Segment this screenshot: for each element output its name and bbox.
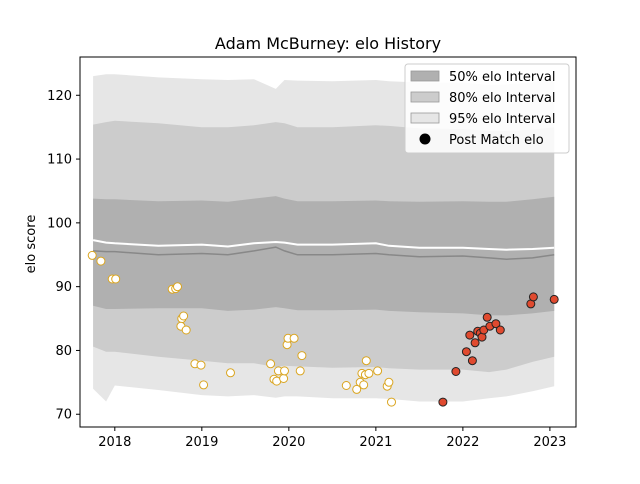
past-match-point [96,256,106,266]
past-match-point [361,356,371,366]
past-match-point [341,381,351,390]
past-match-point [359,380,369,390]
legend-label: 80% elo Interval [449,91,556,106]
legend-marker [419,133,431,145]
plot-area [87,74,559,407]
past-match-point [279,374,289,383]
recent-match-point [470,338,480,348]
legend-label: 95% elo Interval [449,112,556,127]
y-tick-label: 80 [55,344,72,359]
past-match-point [364,368,374,378]
x-tick-label: 2021 [359,435,392,450]
past-match-point [295,366,305,376]
recent-match-point [461,347,471,357]
legend-label: 50% elo Interval [449,70,556,85]
band-50-interval [93,196,555,316]
past-match-point [226,368,235,378]
past-match-point [181,325,191,335]
legend: 50% elo Interval 80% elo Interval 95% elo … [404,63,570,154]
y-tick-label: 90 [55,280,72,295]
recent-match-point [467,356,477,366]
recent-match-point [495,325,505,335]
past-match-point [387,397,396,407]
y-tick-label: 100 [47,216,72,231]
recent-match-point [528,292,538,302]
past-match-point [384,377,394,387]
past-match-point [179,311,189,321]
y-axis-label: elo score [24,215,39,274]
legend-box [404,63,570,154]
past-match-point [289,333,299,343]
upper-elo-line [92,239,555,251]
past-match-point [280,366,289,376]
axes: 2018 2019 2020 2021 2022 2023 70 80 90 100 110 120 [47,56,577,450]
y-tick-label: 120 [47,89,72,104]
legend-swatch [410,70,440,82]
past-match-point [297,351,307,361]
y-tick-label: 70 [55,408,72,423]
legend-label: Post Match elo [449,133,544,148]
x-tick-label: 2019 [185,435,218,450]
past-match-point [173,282,182,292]
x-tick-label: 2023 [533,435,566,450]
legend-swatch [410,112,440,124]
past-match-point [111,274,121,284]
past-match-point [352,384,362,394]
legend-swatch [410,91,440,103]
y-tick-label: 110 [47,153,72,168]
past-match-point [266,359,276,369]
past-match-point [199,380,209,390]
mean-elo-line [93,246,555,260]
recent-match-point [438,397,448,407]
recent-match-point [451,367,461,376]
x-tick-label: 2018 [98,435,131,450]
recent-match-point [549,294,559,304]
past-match-point [87,250,97,260]
chart-title: Adam McBurney: elo History [215,34,441,53]
axes-frame [79,56,577,428]
recent-match-point [465,330,475,340]
x-tick-label: 2020 [272,435,305,450]
recent-match-point [482,312,492,322]
past-match-point [373,366,383,376]
x-tick-label: 2022 [446,435,479,450]
recent-match-point [491,319,501,329]
past-match-point [196,360,206,370]
